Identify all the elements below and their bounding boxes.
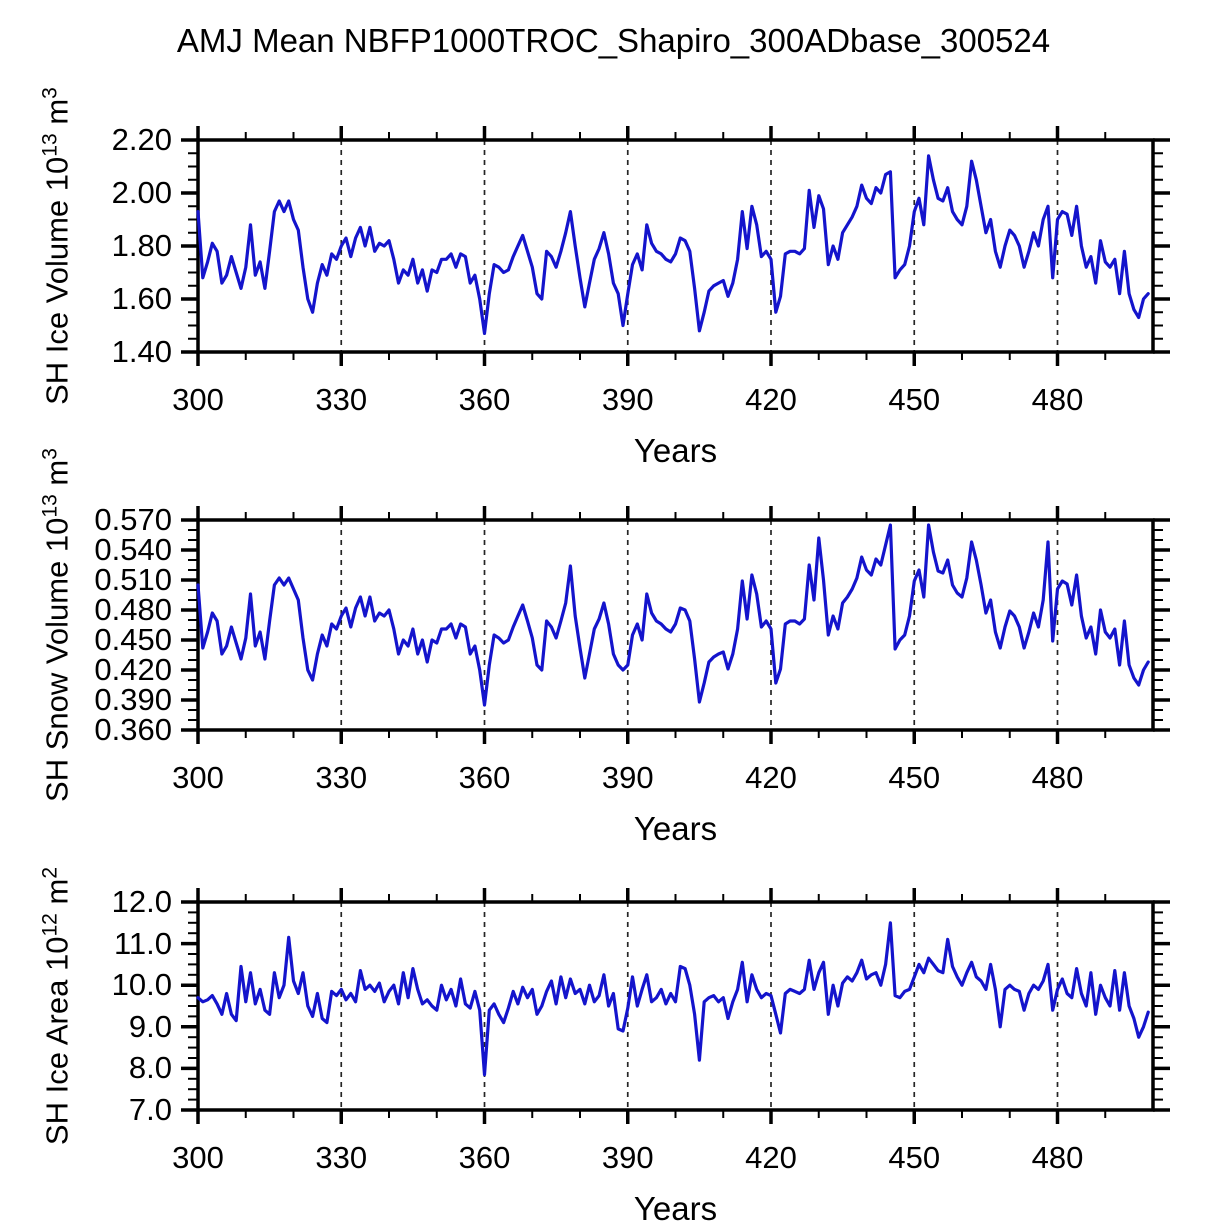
plot-area [181, 888, 1170, 1124]
x-tick-label: 300 [172, 382, 224, 417]
y-tick-label: 0.570 [94, 502, 172, 537]
y-tick-label: 0.450 [94, 622, 172, 657]
y-tick-label: 11.0 [113, 925, 172, 961]
y-axis-title-superscript: 3 [38, 87, 62, 99]
x-tick-label: 330 [315, 382, 368, 417]
x-tick-label: 330 [315, 1140, 368, 1175]
y-tick-label: 0.390 [94, 682, 172, 717]
y-tick-label: 7.0 [128, 1092, 172, 1127]
x-tick-label: 330 [315, 760, 368, 795]
data-series-line [196, 921, 1150, 1077]
x-tick-label: 480 [1031, 382, 1084, 417]
y-tick-label: 0.540 [94, 532, 172, 567]
x-tick-label: 480 [1031, 760, 1084, 795]
y-tick-label: 2.00 [111, 175, 172, 210]
x-tick-label: 480 [1031, 1140, 1084, 1175]
x-tick-label: 360 [458, 760, 511, 795]
plot-frame [196, 900, 1155, 1112]
y-tick-label: 2.20 [111, 122, 172, 157]
panel-sh-snow-volume: SH Snow Volume 1013 m3 0.570 0.540 0.510 0.… [0, 448, 1227, 847]
y-tick-label: 0.480 [94, 592, 172, 627]
x-tick-label: 420 [745, 1140, 797, 1175]
y-tick-label: 10.0 [111, 967, 172, 1003]
x-tick-label: 360 [458, 1140, 511, 1175]
x-tick-label: 300 [172, 1140, 224, 1175]
panel-sh-ice-area: SH Ice Area 1012 m2 12.0 11.0 10.0 9.0 8.0 7.… [0, 867, 1227, 1225]
data-series-line [196, 154, 1150, 335]
x-tick-label: 390 [601, 760, 654, 795]
y-tick-label: 1.40 [111, 334, 172, 369]
x-axis-title: Years [633, 1190, 718, 1225]
plot-area [181, 506, 1170, 744]
x-tick-label: 420 [745, 382, 797, 417]
y-tick-label: 0.360 [94, 712, 172, 747]
x-tick-label: 390 [601, 1140, 654, 1175]
x-tick-label: 300 [172, 760, 224, 795]
y-axis-title-superscript: 2 [38, 866, 62, 879]
panel-sh-ice-volume: SH Ice Volume 1013 m3 2.20 2.00 1.80 1.60 1.… [0, 87, 1227, 469]
y-tick-label: 1.80 [111, 228, 172, 263]
y-tick-label: 0.420 [94, 652, 172, 687]
x-tick-label: 450 [888, 1140, 941, 1175]
x-axis-title: Years [633, 810, 718, 847]
x-tick-label: 420 [745, 760, 797, 795]
x-tick-label: 450 [888, 382, 941, 417]
plot-frame [196, 518, 1155, 732]
x-tick-label: 390 [601, 382, 654, 417]
x-axis-title: Years [633, 432, 718, 469]
x-tick-label: 450 [888, 760, 941, 795]
y-axis-title-text: m [39, 459, 75, 495]
plot-area [181, 126, 1170, 366]
plot-frame [196, 138, 1155, 354]
y-tick-label: 0.510 [94, 562, 172, 597]
y-tick-label: 8.0 [128, 1050, 172, 1086]
figure-title: AMJ Mean NBFP1000TROC_Shapiro_300ADbase_… [176, 22, 1051, 59]
x-tick-label: 360 [458, 382, 511, 417]
y-tick-label: 9.0 [128, 1008, 172, 1044]
y-tick-label: 1.60 [111, 281, 172, 316]
y-tick-label: 12.0 [111, 884, 172, 919]
y-axis-title-superscript: 3 [38, 448, 62, 460]
data-series-line [196, 523, 1150, 707]
